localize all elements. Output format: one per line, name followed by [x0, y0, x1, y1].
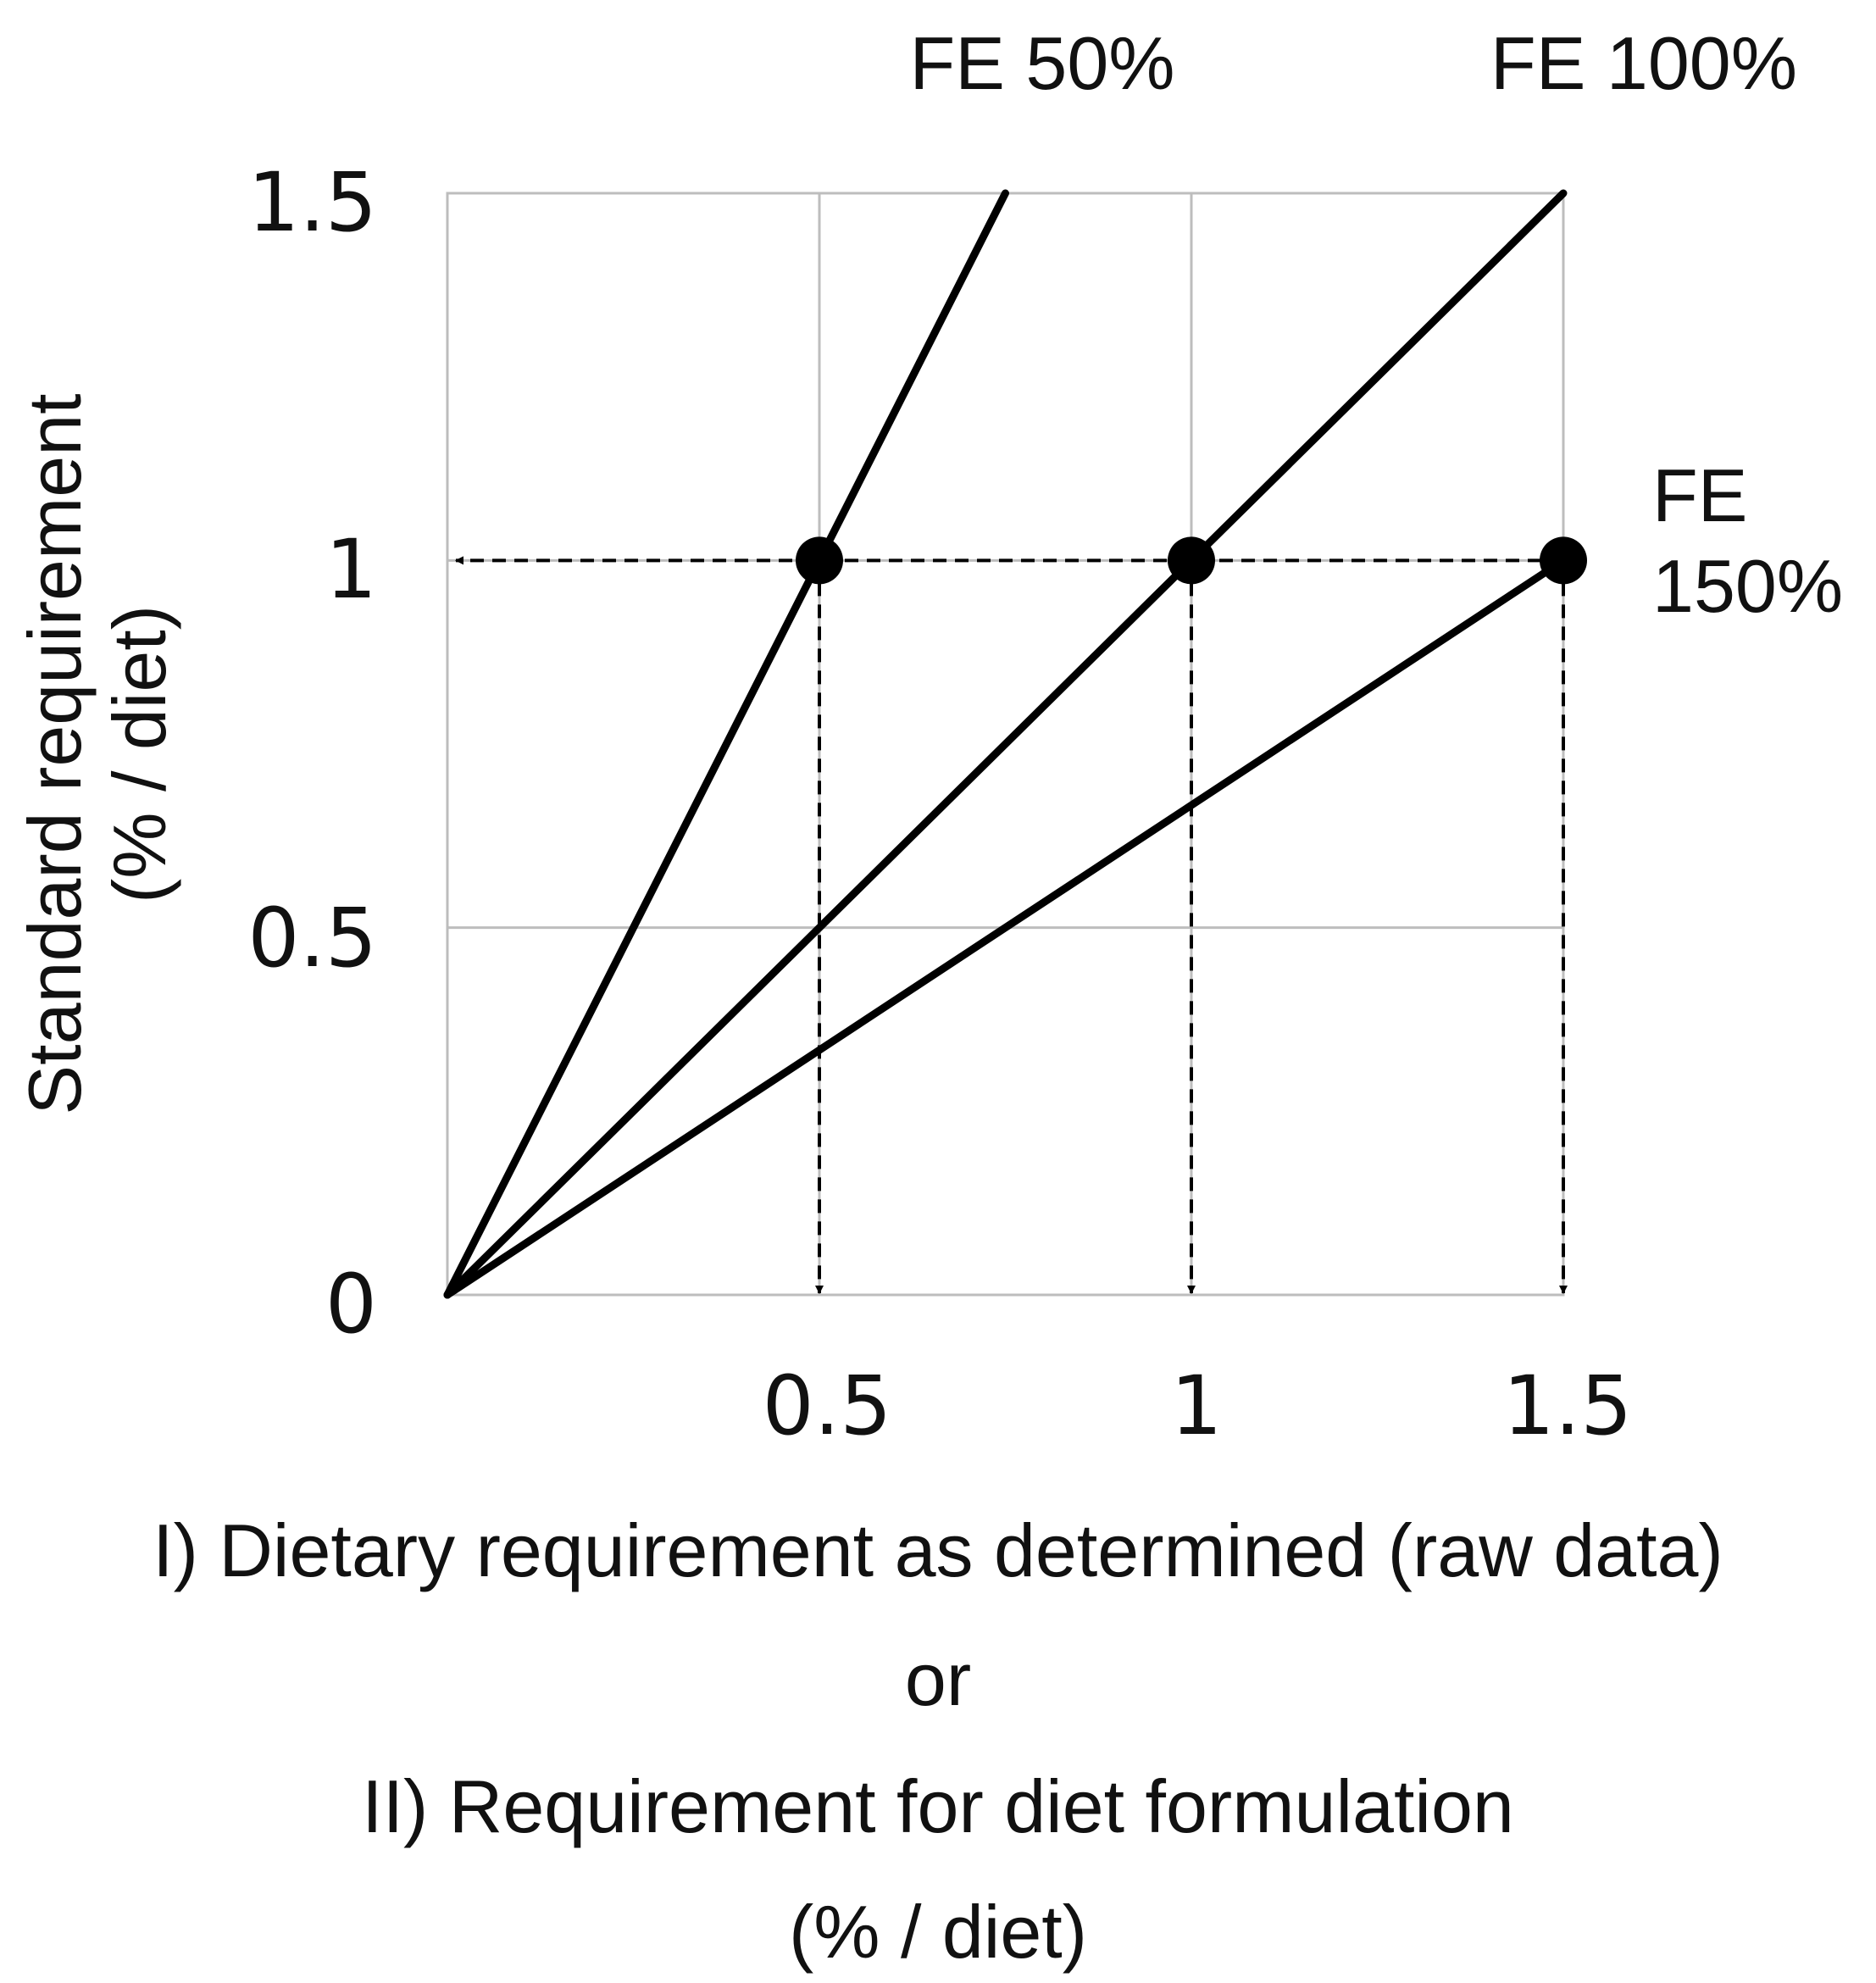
x-tick-label: 1.5 — [1503, 1358, 1633, 1453]
x-axis-label-line4: (% / diet) — [789, 1890, 1087, 1974]
x-axis-label-line1: I) Dietary requirement as determined (ra… — [153, 1508, 1723, 1592]
series-line — [443, 189, 1009, 1299]
series-line — [443, 189, 1568, 1299]
x-tick-label: 1 — [1170, 1358, 1222, 1453]
series-label-fe100: FE 100% — [1490, 21, 1797, 105]
x-axis-label-line2: or — [905, 1637, 971, 1721]
series-label-fe50: FE 50% — [909, 21, 1174, 105]
x-axis-label-line3: II) Requirement for diet formulation — [362, 1764, 1514, 1848]
data-point — [796, 536, 843, 585]
y-axis-label-line1: Standard requirement — [13, 393, 97, 1114]
data-points — [796, 536, 1587, 585]
series-lines — [443, 189, 1568, 1299]
x-tick-label: 0.5 — [763, 1358, 892, 1453]
y-tick-label: 0.5 — [247, 891, 377, 986]
y-axis-label-line2: (% / diet) — [97, 605, 181, 903]
data-point — [1168, 536, 1215, 585]
data-point — [1540, 536, 1587, 585]
y-axis-label: Standard requirement (% / diet) — [13, 393, 181, 1114]
guide-arrows — [455, 556, 1568, 1294]
y-tick-label: 1 — [325, 522, 377, 617]
y-tick-label: 0 — [325, 1257, 377, 1352]
series-label-fe150-line2: 150% — [1652, 544, 1843, 628]
series-label-fe150-line1: FE — [1652, 453, 1747, 537]
series-line — [443, 556, 1568, 1299]
y-tick-label: 1.5 — [247, 155, 377, 250]
